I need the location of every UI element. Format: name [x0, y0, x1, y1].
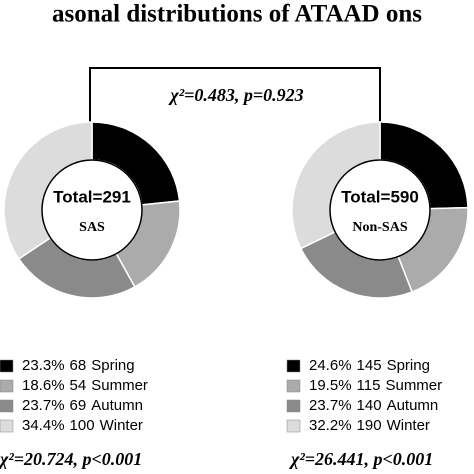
- legend-entry: 23.3% 68 Spring: [22, 357, 135, 374]
- legend-percent: 23.7%: [309, 397, 352, 414]
- legend-percent: 18.6%: [22, 377, 65, 394]
- center-title: Total=590: [341, 187, 419, 206]
- donut-ring: [41, 159, 143, 261]
- annotation: χ²=20.724, p<0.001: [0, 449, 142, 469]
- legend-swatch: [286, 399, 301, 413]
- legend-swatch: [0, 379, 14, 393]
- center-label: Non-SAS: [352, 220, 407, 235]
- legend-percent: 32.2%: [309, 417, 352, 434]
- legend-name: Spring: [387, 357, 430, 374]
- legend-percent: 19.5%: [309, 377, 352, 394]
- legend-count: 145: [357, 357, 382, 374]
- legend-percent: 23.3%: [22, 357, 65, 374]
- legend-swatch: [286, 379, 301, 393]
- legend-swatch: [286, 419, 301, 433]
- comparison-bracket: [89, 67, 381, 122]
- center-label: SAS: [79, 220, 105, 235]
- legend-name: Spring: [91, 357, 134, 374]
- legend-name: Winter: [100, 417, 143, 434]
- legend-count: 100: [70, 417, 95, 434]
- annotation: χ²=26.441, p<0.001: [288, 449, 433, 469]
- legend-swatch: [0, 359, 14, 373]
- donut-ring: [329, 159, 431, 261]
- legend-count: 69: [70, 397, 87, 414]
- legend-name: Winter: [387, 417, 430, 434]
- legend-entry: 19.5% 115 Summer: [309, 377, 442, 394]
- legend-count: 115: [357, 377, 381, 394]
- legend-count: 54: [70, 377, 87, 394]
- legend-percent: 23.7%: [22, 397, 65, 414]
- legend-entry: 34.4% 100 Winter: [22, 417, 143, 434]
- legend-swatch: [0, 399, 14, 413]
- legend-name: Autumn: [91, 397, 143, 414]
- legend-entry: 18.6% 54 Summer: [22, 377, 148, 394]
- legend-entry: 32.2% 190 Winter: [309, 417, 430, 434]
- legend-entry: 24.6% 145 Spring: [309, 357, 430, 374]
- legend-percent: 24.6%: [309, 357, 352, 374]
- legend-name: Summer: [385, 377, 442, 394]
- legend-name: Summer: [91, 377, 148, 394]
- chart-title: asonal distributions of ATAAD ons: [52, 1, 422, 28]
- legend-entry: 23.7% 140 Autumn: [309, 397, 438, 414]
- center-title: Total=291: [53, 187, 131, 206]
- legend-swatch: [0, 419, 14, 433]
- legend-entry: 23.7% 69 Autumn: [22, 397, 143, 414]
- legend-percent: 34.4%: [22, 417, 65, 434]
- legend-name: Autumn: [387, 397, 439, 414]
- comparison-stat: χ²=0.483, p=0.923: [167, 85, 303, 105]
- legend-count: 140: [357, 397, 382, 414]
- legend-count: 190: [357, 417, 382, 434]
- legend-swatch: [286, 359, 301, 373]
- legend-count: 68: [70, 357, 87, 374]
